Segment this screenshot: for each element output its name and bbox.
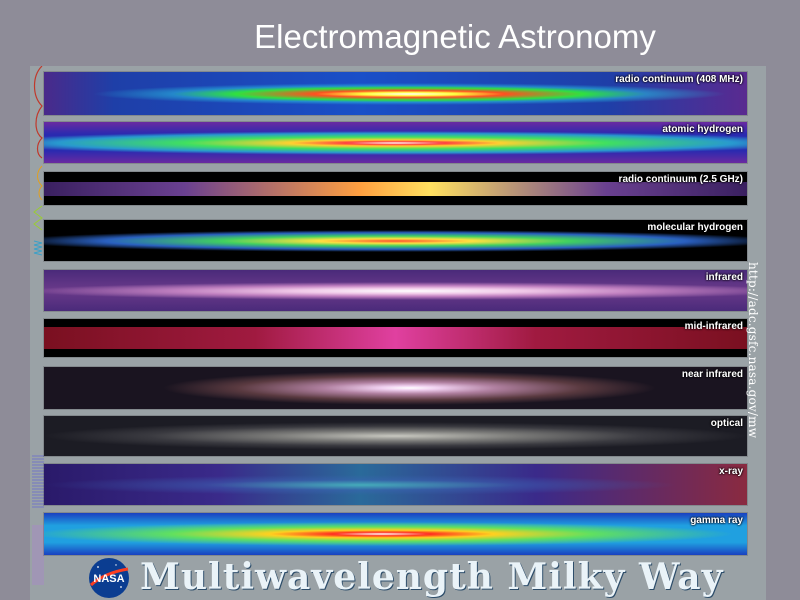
galactic-disk (44, 181, 747, 196)
galactic-disk (44, 474, 747, 495)
galactic-disk (44, 229, 747, 252)
band-atomic-hydrogen: atomic hydrogen (44, 122, 747, 163)
galactic-disk (44, 82, 747, 105)
band-label: infrared (705, 272, 743, 283)
galactic-disk (44, 422, 747, 450)
band-label: mid-infrared (684, 321, 743, 332)
band-radio-2-5ghz: radio continuum (2.5 GHz) (44, 172, 747, 205)
band-label: near infrared (681, 369, 743, 380)
wave-decoration (32, 66, 44, 585)
band-label: radio continuum (2.5 GHz) (618, 174, 743, 185)
band-label: radio continuum (408 MHz) (615, 74, 743, 85)
band-optical: optical (44, 416, 747, 456)
poster-title: Multiwavelength Milky Way (140, 556, 724, 598)
nasa-logo: NASA (89, 558, 129, 598)
band-molecular-hydrogen: molecular hydrogen (44, 220, 747, 261)
slide-title: Electromagnetic Astronomy (254, 18, 656, 55)
url-text: http://adc.gsfc.nasa.gov/mw (746, 262, 760, 439)
galactic-disk (44, 281, 747, 300)
band-label: molecular hydrogen (647, 222, 743, 233)
band-near-infrared: near infrared (44, 367, 747, 409)
band-label: optical (710, 418, 743, 429)
galactic-disk (44, 371, 747, 405)
band-label: gamma ray (690, 515, 743, 526)
galactic-disk (44, 130, 747, 155)
band-label: x-ray (719, 466, 743, 477)
band-infrared: infrared (44, 270, 747, 311)
band-label: atomic hydrogen (662, 124, 743, 135)
band-radio-408mhz: radio continuum (408 MHz) (44, 72, 747, 115)
galactic-disk (44, 327, 747, 349)
band-gamma-ray: gamma ray (44, 513, 747, 555)
logo-wordmark: NASA (93, 573, 124, 585)
band-x-ray: x-ray (44, 464, 747, 505)
band-mid-infrared: mid-infrared (44, 319, 747, 357)
galactic-disk (44, 522, 747, 546)
